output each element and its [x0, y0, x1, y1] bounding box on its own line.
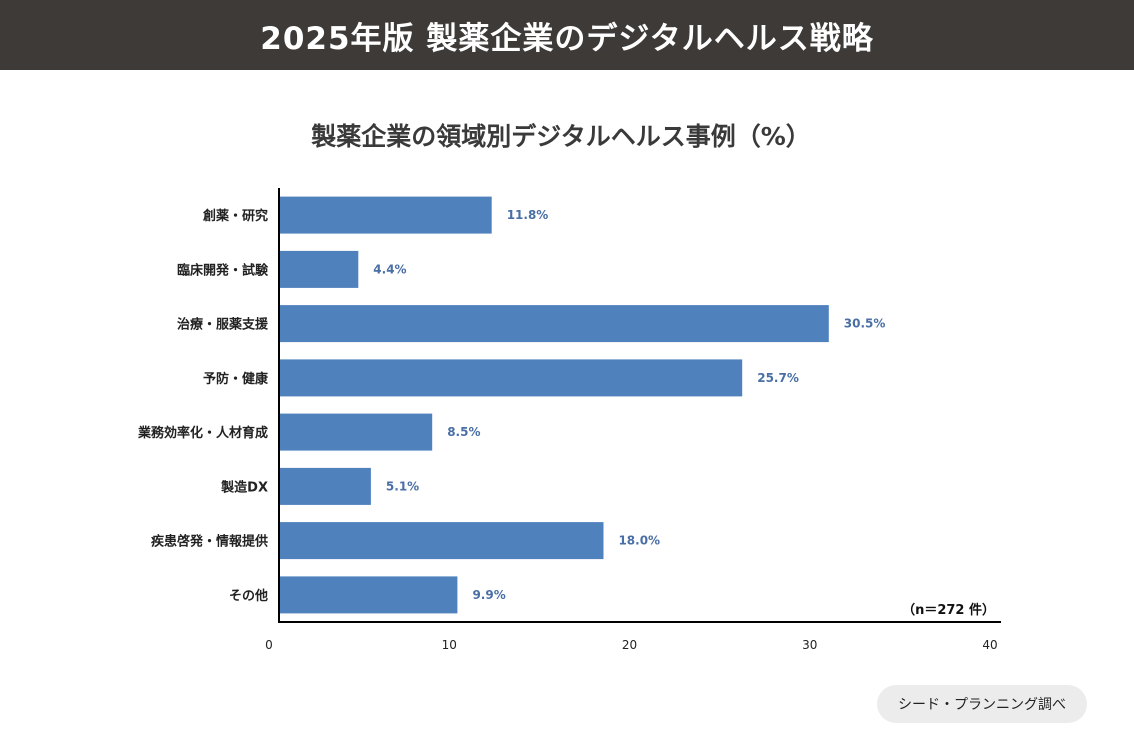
- category-label: 製造DX: [220, 479, 268, 495]
- x-tick-label: 40: [982, 638, 997, 652]
- bar-2: [279, 250, 359, 288]
- value-label: 25.7%: [757, 371, 799, 385]
- value-label: 11.8%: [507, 208, 549, 222]
- category-label: 創薬・研究: [202, 208, 268, 224]
- bar-3: [279, 305, 829, 343]
- value-label: 18.0%: [618, 534, 660, 548]
- bar-1: [279, 196, 492, 234]
- x-tick-label: 20: [622, 638, 637, 652]
- bar-7: [279, 522, 604, 560]
- category-label: 治療・服薬支援: [177, 317, 269, 333]
- bar-4: [279, 359, 743, 397]
- value-label: 9.9%: [472, 588, 505, 602]
- header-bar: 2025年版 製薬企業のデジタルヘルス戦略: [0, 0, 1134, 70]
- category-label: 疾患啓発・情報提供: [151, 534, 268, 550]
- category-label: 業務効率化・人材育成: [137, 425, 268, 441]
- category-label: 予防・健康: [203, 371, 269, 387]
- source-badge: シード・プランニング調べ: [877, 685, 1087, 723]
- bar-8: [279, 576, 458, 614]
- value-label: 5.1%: [386, 479, 419, 493]
- value-label: 8.5%: [447, 425, 480, 439]
- category-label: 臨床開発・試験: [177, 262, 269, 278]
- x-tick-label: 10: [442, 638, 457, 652]
- bar-6: [279, 467, 371, 505]
- x-tick-label: 30: [802, 638, 817, 652]
- bar-5: [279, 413, 433, 451]
- category-label: その他: [229, 588, 268, 604]
- value-label: 4.4%: [373, 262, 406, 276]
- page-title: 2025年版 製薬企業のデジタルヘルス戦略: [260, 20, 874, 57]
- sample-size-label: （n＝272 件）: [902, 602, 995, 618]
- value-label: 30.5%: [844, 317, 886, 331]
- x-tick-label: 0: [265, 638, 273, 652]
- chart-title: 製薬企業の領域別デジタルヘルス事例（%）: [311, 122, 811, 151]
